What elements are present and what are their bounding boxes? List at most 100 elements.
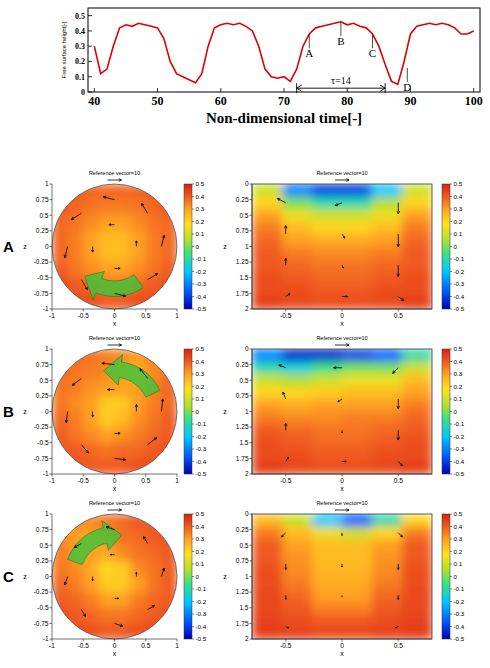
velocity-vector: [115, 432, 121, 434]
field-cell: [342, 449, 373, 462]
velocity-vector: [341, 430, 343, 433]
y-tick-label: 1.75: [236, 290, 249, 297]
field-cell: [342, 514, 373, 527]
y-tick: [250, 623, 253, 624]
field-cell: [402, 209, 432, 222]
y-tick: [50, 364, 53, 365]
colorbar-tick: [192, 399, 194, 400]
field-cell: [115, 200, 131, 216]
x-tick-label: 40: [88, 94, 100, 108]
panel-title: Reference vector=10: [89, 335, 140, 341]
field-cell: [402, 424, 432, 437]
field-cell: [252, 387, 283, 400]
velocity-vector: [161, 568, 164, 576]
cross-section-panel: Reference vector=10-1-0.75-0.5-0.2500.25…: [23, 335, 206, 492]
field-cell: [52, 247, 68, 263]
field-cell: [342, 462, 373, 475]
field-cell: [252, 589, 283, 602]
y-tick-label: 0.5: [39, 377, 48, 384]
field-cell: [252, 259, 283, 272]
field-cell: [402, 362, 432, 375]
field-clip: [52, 514, 178, 640]
field-cell: [372, 539, 403, 552]
field-cell: [161, 349, 177, 365]
field-cell: [52, 561, 68, 577]
field-cell: [68, 412, 84, 428]
field-cell: [99, 592, 115, 608]
colorbar-tick: [450, 246, 452, 247]
field-cell: [312, 387, 343, 400]
velocity-vector: [71, 213, 81, 219]
colorbar-tick: [450, 296, 452, 297]
field-cell: [83, 592, 99, 608]
plot-frame: [252, 184, 432, 309]
colorbar-tick-label: 0.3: [196, 370, 205, 377]
y-tick-label: 0: [245, 180, 249, 187]
velocity-vector: [393, 368, 399, 374]
field-cell: [402, 412, 432, 425]
velocity-vector: [398, 595, 399, 599]
field-cell: [372, 602, 403, 615]
colorbar-tick: [192, 601, 194, 602]
field-cell: [83, 427, 99, 443]
panel-title: Reference vector=10: [316, 500, 367, 506]
y-tick: [50, 458, 53, 459]
colorbar-tick: [450, 551, 452, 552]
field-cell: [312, 349, 343, 362]
y-tick: [250, 309, 253, 310]
field-cell: [99, 443, 115, 459]
field-cell: [52, 184, 68, 200]
velocity-vector: [81, 280, 87, 290]
velocity-vector: [338, 399, 342, 402]
y-tick-label: 1.25: [236, 423, 249, 430]
y-tick-label: 2: [245, 635, 249, 642]
colorbar-tick-label: -0.3: [196, 280, 207, 287]
y-tick: [50, 411, 53, 412]
y-axis-title: Free surface height[-]: [61, 21, 67, 78]
x-tick: [220, 88, 221, 92]
field-cell: [372, 614, 403, 627]
field-cell: [312, 399, 343, 412]
colorbar-tick-label: -0.3: [196, 610, 207, 617]
field-clip: [252, 514, 432, 639]
y-tick: [50, 380, 53, 381]
y-tick-label: 1: [45, 180, 49, 187]
vector-group: [65, 362, 164, 461]
field: [52, 514, 178, 640]
y-tick: [50, 607, 53, 608]
field-cell: [146, 278, 162, 294]
field-cell: [342, 564, 373, 577]
field: [52, 184, 178, 310]
colorbar-tick-label: 0: [454, 243, 458, 250]
field-clip: [52, 184, 178, 310]
y-tick-label: 1: [245, 573, 249, 580]
colorbar-tick-label: 0.1: [196, 395, 205, 402]
y-tick: [250, 442, 253, 443]
y-tick-label: -0.25: [34, 588, 49, 595]
y-tick: [250, 560, 253, 561]
vertical-section-panel: Reference vector=1000.250.50.7511.251.51…: [223, 500, 464, 657]
field-cell: [402, 247, 432, 260]
field-cell: [115, 592, 131, 608]
colorbar-tick-label: -0.3: [454, 445, 465, 452]
vertical-section-panel: Reference vector=1000.250.50.7511.251.51…: [223, 335, 464, 492]
colorbar-tick: [450, 209, 452, 210]
field-cell: [312, 184, 343, 197]
y-tick-label: 1.75: [236, 455, 249, 462]
rotation-arrow: [104, 355, 160, 397]
velocity-vector: [285, 564, 287, 570]
field-cell: [115, 443, 131, 459]
field-cell: [312, 297, 343, 310]
velocity-vector: [102, 362, 115, 365]
field-cell: [161, 380, 177, 396]
colorbar-tick: [192, 551, 194, 552]
field-cell: [282, 412, 313, 425]
x-tick-label: 60: [215, 94, 227, 108]
cross-section-panel: Reference vector=10-1-0.75-0.5-0.2500.25…: [23, 170, 206, 327]
colorbar-tick-label: -0.4: [196, 293, 207, 300]
field-cell: [115, 412, 131, 428]
field-cell: [312, 462, 343, 475]
colorbar-tick-label: -0.2: [454, 598, 465, 605]
y-tick-label: -0.5: [37, 274, 49, 281]
x-tick-label: 0: [113, 477, 117, 484]
